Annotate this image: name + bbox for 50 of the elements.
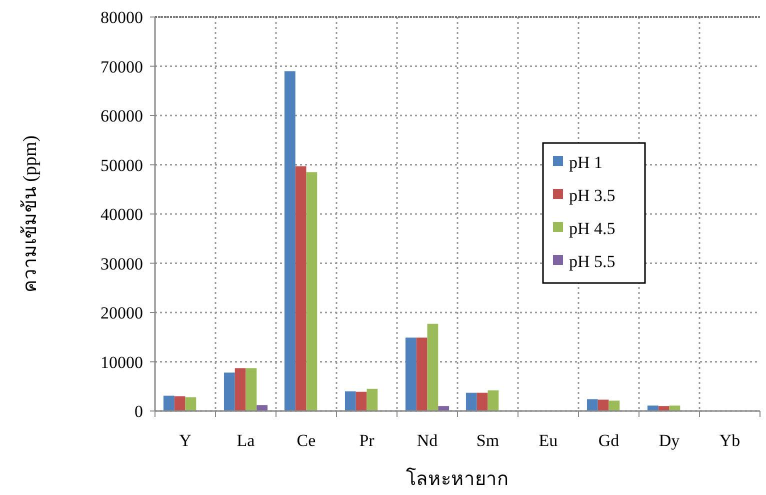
bar [295,166,306,411]
bar [438,406,450,411]
legend-label: pH 5.5 [569,252,616,271]
bar [488,390,499,411]
y-tick-label: 80000 [100,8,143,27]
bar [476,392,488,411]
bar [185,397,196,411]
y-tick-label: 0 [134,402,143,421]
y-axis-title: ความเข้มข้น (ppm) [20,135,41,293]
y-tick-label: 10000 [100,352,143,372]
bar [356,392,367,411]
bar [224,372,235,411]
legend-label: pH 1 [569,153,603,172]
x-tick-label: Y [179,431,192,450]
bar [608,400,620,411]
bar [306,172,318,411]
x-tick-label: Yb [719,431,740,450]
legend-label: pH 3.5 [569,186,616,205]
bar [598,400,609,411]
x-tick-label: Sm [476,431,500,450]
bar [427,324,438,411]
bar [366,388,378,411]
x-tick-label: Dy [658,431,680,450]
y-tick-label: 30000 [100,254,143,274]
bar [647,406,658,411]
y-tick-label: 40000 [100,205,143,224]
x-tick-label: Eu [538,431,558,450]
y-tick-label: 70000 [100,57,143,76]
bar [234,368,246,411]
x-tick-label: La [236,431,256,450]
bar [466,392,477,411]
x-tick-label: Nd [416,431,438,450]
bar [405,338,416,411]
bar [284,71,296,411]
bar [658,406,670,411]
y-tick-label: 50000 [100,156,143,175]
y-tick-label: 20000 [100,304,143,322]
bar [163,396,174,411]
x-tick-label: Pr [359,431,375,450]
bar [416,338,428,411]
legend-label: pH 4.5 [569,219,616,238]
bar [246,368,257,411]
bar [256,405,268,411]
bar [344,391,356,411]
x-tick-label: Ce [296,431,316,450]
bar [174,396,186,411]
x-axis-title: โลหะหายาก [406,467,509,490]
y-tick-label: 60000 [100,106,143,126]
bar [586,399,598,411]
x-tick-label: Gd [598,431,620,450]
